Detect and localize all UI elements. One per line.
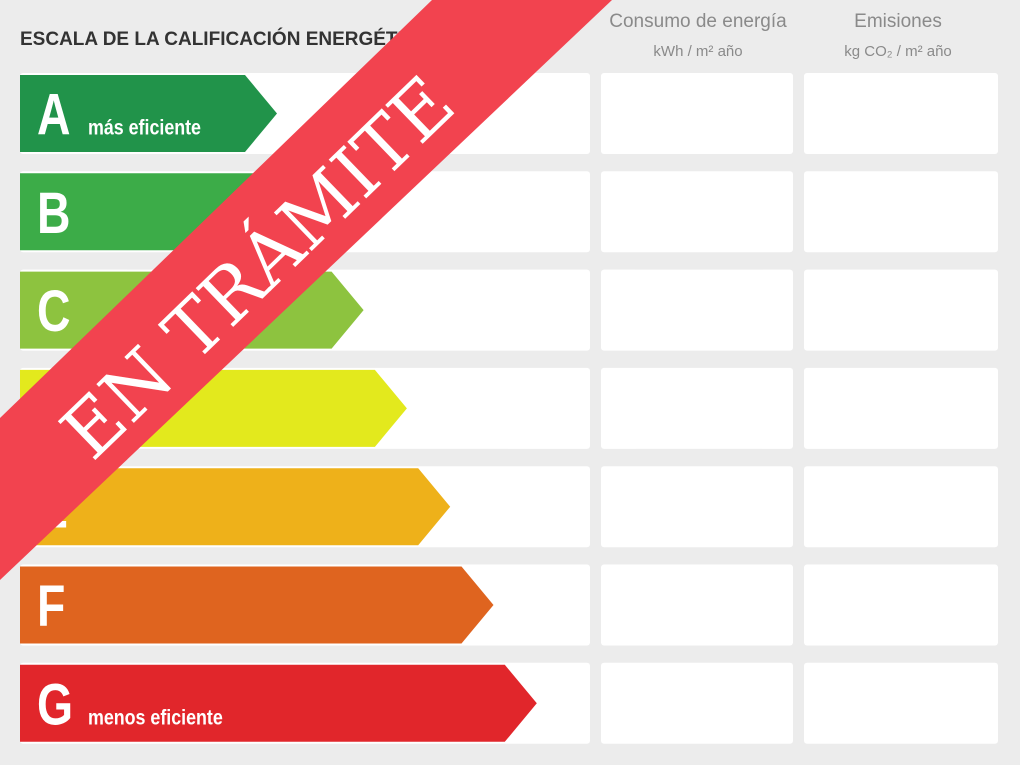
rating-arrow <box>20 468 451 546</box>
value-cell <box>601 564 793 646</box>
rating-arrow <box>20 75 277 152</box>
rating-letter: A <box>37 83 71 148</box>
column-unit: kWh / m² año <box>653 43 742 60</box>
column-title: Consumo de energía <box>609 11 787 32</box>
rating-label: más eficiente <box>88 116 201 140</box>
value-cell <box>601 269 793 351</box>
value-cell <box>804 564 998 646</box>
value-cell <box>804 662 998 744</box>
value-cell <box>804 171 998 253</box>
value-cell <box>601 73 793 154</box>
title: ESCALA DE LA CALIFICACIÓN ENERGÉTICA <box>20 28 431 50</box>
value-cell <box>601 171 793 253</box>
value-cell <box>804 367 998 449</box>
value-cell <box>601 367 793 449</box>
banner-stripe <box>0 0 612 580</box>
rating-arrow <box>20 664 537 742</box>
column-unit: kg CO₂ / m² año <box>844 43 952 60</box>
rating-letter: F <box>37 574 65 639</box>
rating-arrow <box>20 566 494 644</box>
rating-letter: C <box>37 279 71 344</box>
value-cell <box>804 73 998 154</box>
value-cell <box>601 466 793 548</box>
value-cell <box>804 466 998 548</box>
value-cell <box>601 662 793 744</box>
value-cell <box>804 269 998 351</box>
rating-label: menos eficiente <box>88 706 223 730</box>
column-title: Emisiones <box>854 11 942 32</box>
rating-letter: B <box>37 181 71 246</box>
rating-letter: G <box>37 672 73 737</box>
